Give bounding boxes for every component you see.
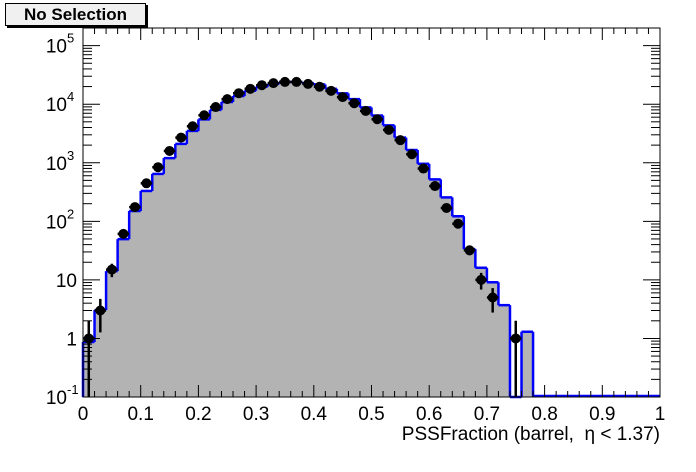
data-point	[153, 162, 164, 173]
data-point	[429, 181, 440, 192]
data-point	[441, 202, 452, 213]
data-point	[314, 81, 325, 92]
y-tick-exponent: 4	[67, 89, 74, 104]
data-point	[256, 80, 267, 91]
y-tick-exponent: 5	[67, 31, 74, 46]
data-point	[453, 218, 464, 229]
y-tick-label: 10	[56, 271, 77, 292]
data-point	[372, 114, 383, 125]
data-point	[487, 292, 498, 303]
data-point	[268, 78, 279, 89]
data-point	[245, 83, 256, 94]
data-point	[349, 98, 360, 109]
data-point	[187, 121, 198, 132]
y-tick-exponent: 3	[67, 148, 74, 163]
data-point	[199, 110, 210, 121]
data-point	[360, 105, 371, 116]
x-tick-label: 0.8	[531, 404, 557, 425]
data-point	[279, 76, 290, 87]
x-tick-label: 0.6	[416, 404, 442, 425]
data-point	[337, 92, 348, 103]
data-point	[510, 333, 521, 344]
data-point	[395, 135, 406, 146]
data-point	[233, 88, 244, 99]
x-tick-label: 0.2	[185, 404, 211, 425]
data-point	[291, 76, 302, 87]
data-point	[326, 85, 337, 96]
data-point	[222, 94, 233, 105]
data-point	[476, 274, 487, 285]
x-tick-label: 1	[655, 404, 666, 425]
data-point	[129, 202, 140, 213]
data-point	[303, 78, 314, 89]
y-tick-label: 10	[46, 95, 67, 116]
data-point	[106, 264, 117, 275]
data-point	[118, 228, 129, 239]
data-point	[418, 163, 429, 174]
x-tick-label: 0.7	[474, 404, 500, 425]
data-point	[95, 305, 106, 316]
y-tick-exponent: 2	[67, 206, 74, 221]
x-tick-label: 0	[78, 404, 89, 425]
data-point	[164, 145, 175, 156]
x-tick-label: 0.4	[301, 404, 328, 425]
data-point	[383, 124, 394, 135]
data-point	[141, 178, 152, 189]
data-point	[406, 149, 417, 160]
x-tick-label: 0.5	[358, 404, 384, 425]
y-tick-label: 10	[46, 37, 67, 58]
x-axis-title: PSSFraction (barrel, η < 1.37)	[401, 424, 660, 445]
y-tick-label: 1	[66, 329, 77, 350]
histogram-fill	[83, 81, 534, 397]
chart-title: No Selection	[5, 3, 146, 26]
x-tick-label: 0.3	[243, 404, 269, 425]
y-tick-label: 10	[46, 212, 67, 233]
x-tick-label: 0.9	[589, 404, 615, 425]
y-tick-label: 10	[46, 388, 67, 409]
y-tick-exponent: -1	[67, 382, 79, 397]
data-point	[210, 102, 221, 113]
data-point	[176, 132, 187, 143]
y-tick-label: 10	[46, 154, 67, 175]
x-tick-label: 0.1	[127, 404, 153, 425]
data-point	[464, 245, 475, 256]
